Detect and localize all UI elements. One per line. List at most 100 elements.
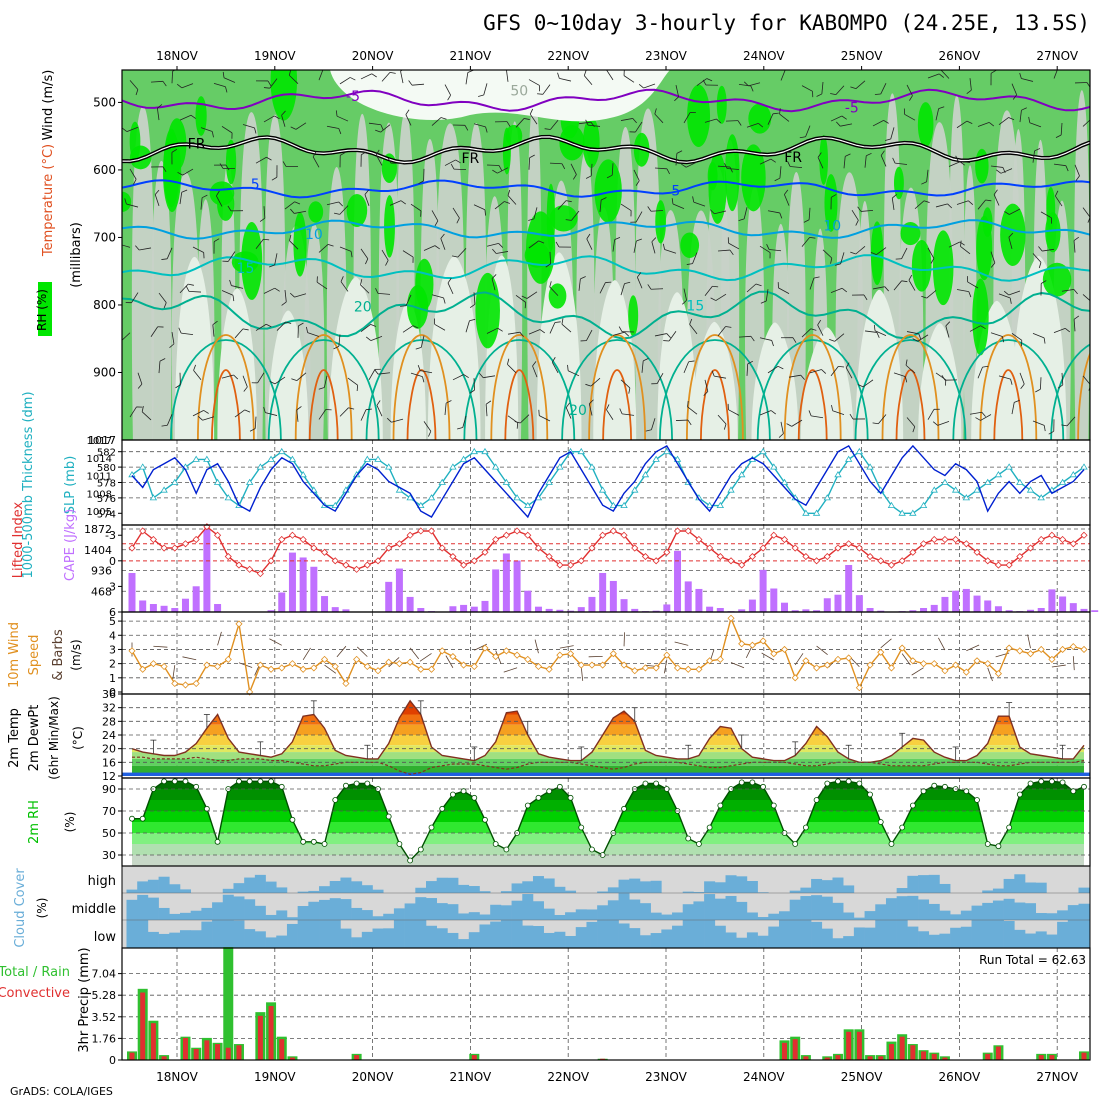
barb-flag	[197, 415, 203, 421]
axes: 57457657858058210051008101110141017-3036…	[72, 66, 1091, 1067]
wind-speed-line-point	[802, 657, 810, 665]
warm-contour	[686, 334, 744, 440]
barb-flag	[244, 409, 251, 413]
wind-barb	[975, 414, 992, 421]
surface-wind-barb	[938, 637, 946, 651]
wind-barb	[969, 411, 986, 417]
lifted-index-line-point	[919, 540, 928, 548]
surface-wind-barb	[987, 667, 993, 682]
wind-barb	[179, 114, 196, 121]
cape-bar	[1027, 609, 1035, 612]
cloud-cell	[297, 891, 309, 893]
barb-staff	[312, 156, 320, 168]
barb-staff	[507, 195, 517, 205]
wind-barb	[620, 379, 631, 394]
lifted-index-line-point	[492, 535, 500, 544]
cloud-cell	[682, 904, 694, 920]
cloud-cell	[426, 881, 438, 893]
date-label-top: 25NOV	[841, 49, 883, 63]
barb-flag	[201, 194, 208, 199]
rh-dry-column	[131, 106, 155, 440]
temp-band	[132, 752, 1084, 759]
warm-contour	[267, 339, 380, 440]
cloud-cell	[650, 912, 662, 920]
wind-speed-line-point	[759, 637, 767, 645]
wind-barb	[746, 122, 764, 128]
barb-staff	[255, 238, 264, 249]
thickness-line-point	[203, 455, 211, 462]
barb-flag	[912, 426, 916, 433]
barb-staff	[405, 294, 412, 306]
thickness-line-point	[887, 501, 896, 508]
thickness-line-point	[941, 478, 949, 485]
precip-tick-label: 3.52	[92, 1011, 117, 1024]
wind-barb	[179, 283, 194, 294]
surface-wind-barb	[324, 664, 337, 674]
wind-barb	[817, 319, 824, 336]
barb-staff	[368, 122, 381, 126]
barb-flag	[157, 326, 164, 328]
wind-barb	[759, 158, 776, 165]
barb-flag	[294, 201, 301, 205]
precip-convective-bar	[985, 1053, 991, 1060]
wind-barb	[431, 117, 447, 126]
barb-flag	[637, 272, 642, 278]
lifted-index-line-point	[288, 531, 297, 539]
lifted-index-line-point	[620, 531, 628, 539]
barb-flag	[647, 284, 652, 290]
rh-moist-patch	[122, 191, 132, 212]
barb-flag	[903, 108, 905, 115]
barb-staff	[620, 203, 632, 211]
rh-line-point	[706, 824, 713, 831]
thickness-line-point	[973, 486, 981, 493]
barb-flag	[434, 318, 435, 325]
surface-wind-barb	[336, 645, 347, 658]
temp-tick-label: 32	[102, 702, 116, 715]
wind-speed-line-point	[385, 658, 393, 666]
precip-convective-bar	[193, 1048, 199, 1060]
wind-barb	[289, 292, 307, 298]
barb-staff	[242, 375, 248, 388]
barb-flag	[1003, 290, 1009, 296]
barb-flag	[850, 251, 856, 255]
thickness-line-point	[556, 463, 564, 470]
thickness-line-point	[278, 447, 286, 455]
barb-staff	[447, 282, 454, 295]
barb-flag	[624, 281, 631, 285]
cape-bar	[1059, 596, 1067, 612]
barb-staff	[284, 201, 295, 210]
rh-line-point	[203, 805, 210, 812]
warm-contour	[993, 369, 1024, 440]
barb-flag	[760, 300, 767, 304]
wind-barb	[682, 288, 687, 305]
cloud-cell	[468, 912, 480, 920]
barb-staff	[855, 245, 866, 255]
surface-wind-barb	[534, 639, 539, 654]
wind-barb	[908, 274, 916, 291]
barb-staff	[1061, 289, 1074, 292]
barb-flag	[995, 169, 1002, 174]
barb-flag	[711, 370, 715, 377]
isotherm-10	[122, 219, 1090, 240]
cape-bar	[759, 569, 767, 612]
rh-line-point	[974, 797, 980, 803]
precip-convective-bar	[140, 992, 146, 1060]
barb-staff	[1061, 372, 1064, 385]
barb-flag	[136, 406, 143, 408]
date-label-top: 19NOV	[254, 49, 296, 63]
cloud-cell	[1046, 913, 1058, 920]
surface-wind-barb	[182, 656, 197, 661]
barb-staff	[583, 75, 593, 86]
rh-line-point	[236, 778, 242, 785]
date-label-bottom: 20NOV	[352, 1070, 394, 1084]
cloud-cell	[1035, 913, 1047, 920]
barb-flag	[1038, 246, 1043, 252]
wind-barb	[219, 163, 236, 169]
chart-title: GFS 0~10day 3-hourly for KABOMPO (24.25E…	[483, 11, 1090, 35]
barb-flag	[116, 238, 120, 244]
wind-barb	[845, 362, 853, 379]
thickness-line-point	[780, 478, 789, 485]
barb-flag	[712, 285, 719, 288]
wind-speed-line-point	[716, 655, 724, 663]
rh-line-point	[835, 778, 841, 785]
